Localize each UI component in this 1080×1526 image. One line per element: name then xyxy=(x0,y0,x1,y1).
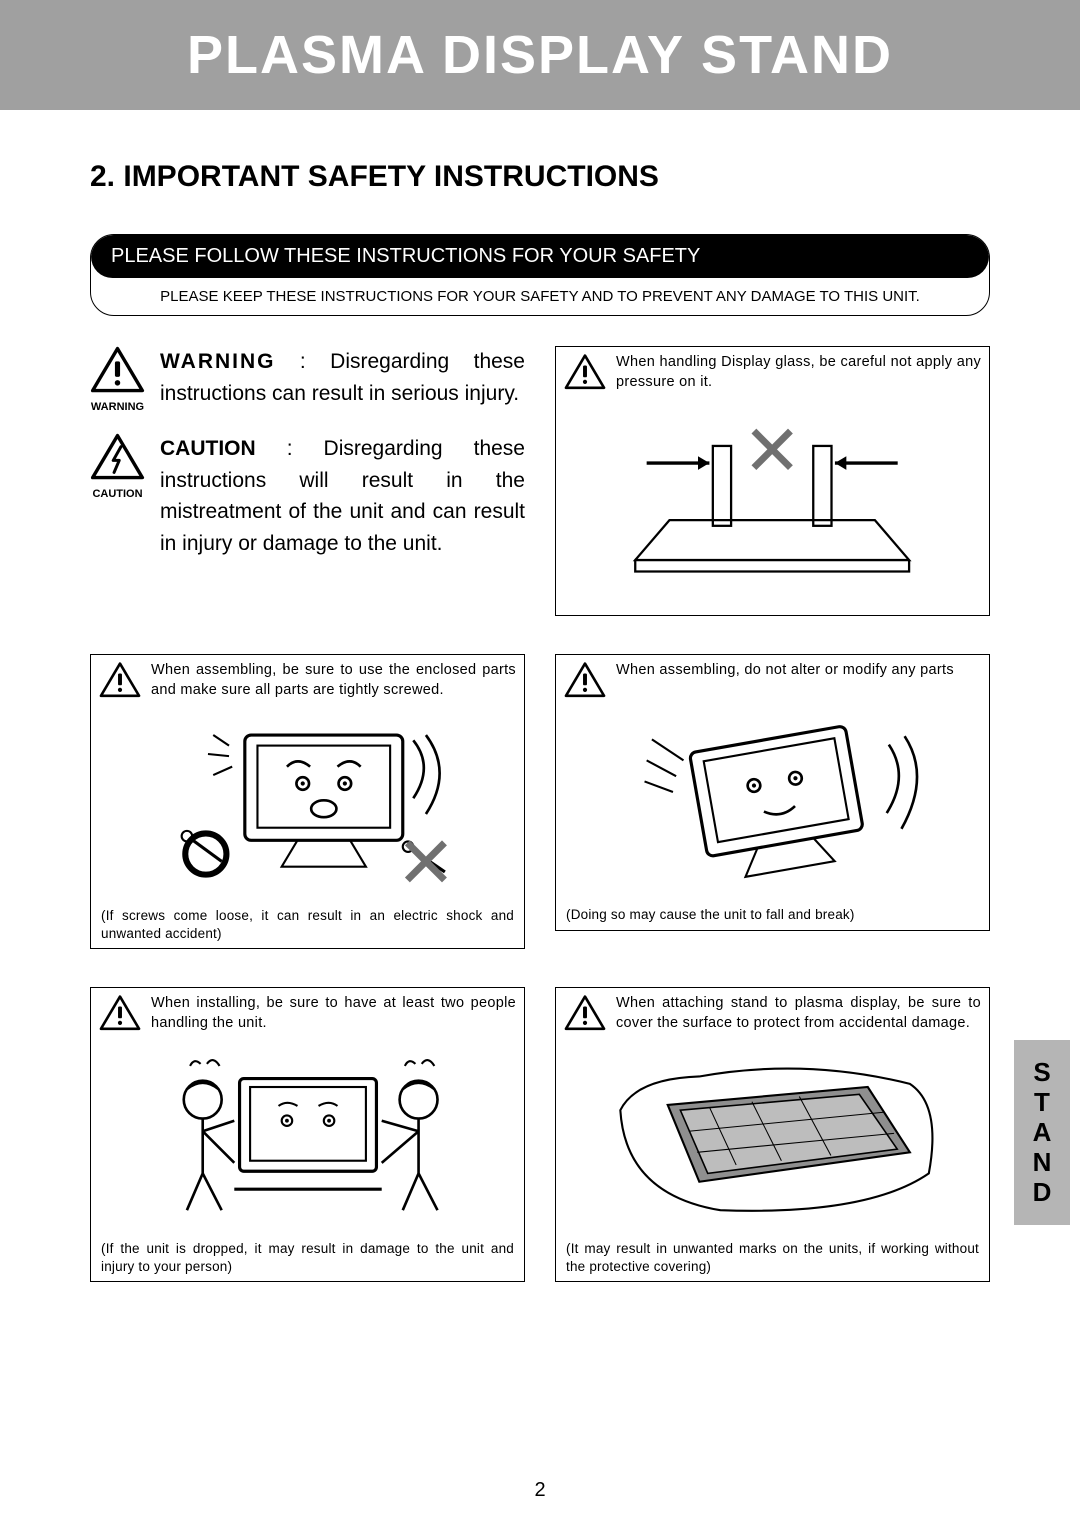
section-title: 2. IMPORTANT SAFETY INSTRUCTIONS xyxy=(90,160,990,194)
card-head: When handling Display glass, be careful … xyxy=(556,347,989,398)
definitions-column: WARNING WARNING : Disregarding these ins… xyxy=(90,346,525,634)
card-foot-text: (If screws come loose, it can result in … xyxy=(91,901,524,948)
card-dont-modify: When assembling, do not alter or modify … xyxy=(555,654,990,931)
caution-icon-label: CAUTION xyxy=(90,488,145,500)
card-two-people: When installing, be sure to have at leas… xyxy=(90,987,525,1282)
card-c1-column: When handling Display glass, be careful … xyxy=(555,346,990,634)
card-foot-text: (It may result in unwanted marks on the … xyxy=(556,1234,989,1281)
definitions-row: WARNING WARNING : Disregarding these ins… xyxy=(90,346,990,634)
card-foot-text: (If the unit is dropped, it may result i… xyxy=(91,1234,524,1281)
screwed-tv-illustration xyxy=(129,714,487,893)
page-header: PLASMA DISPLAY STAND xyxy=(0,0,1080,110)
side-tab-letter: D xyxy=(1014,1178,1070,1208)
falling-tv-illustration xyxy=(594,713,952,892)
side-tab-letter: N xyxy=(1014,1148,1070,1178)
side-tab-letter: S xyxy=(1014,1058,1070,1088)
warning-definition: WARNING WARNING : Disregarding these ins… xyxy=(90,346,525,413)
cards-row-3: When installing, be sure to have at leas… xyxy=(90,987,990,1300)
warning-triangle-icon xyxy=(99,661,141,699)
card-enclosed-parts: When assembling, be sure to use the encl… xyxy=(90,654,525,949)
caution-definition: CAUTION CAUTION : Disregarding these ins… xyxy=(90,433,525,559)
warning-text: WARNING : Disregarding these instruction… xyxy=(160,346,525,413)
card-head-text: When assembling, do not alter or modify … xyxy=(616,661,954,681)
side-tab-letter: T xyxy=(1014,1088,1070,1118)
card-cover-surface: When attaching stand to plasma display, … xyxy=(555,987,990,1282)
side-tab-stand: S T A N D xyxy=(1014,1040,1070,1225)
warning-triangle-icon xyxy=(564,661,606,699)
page-number: 2 xyxy=(0,1479,1080,1502)
stand-glass-illustration xyxy=(601,406,943,600)
warning-triangle-icon xyxy=(564,994,606,1032)
side-tab-letter: A xyxy=(1014,1118,1070,1148)
warning-triangle-icon xyxy=(99,994,141,1032)
card-head-text: When installing, be sure to have at leas… xyxy=(151,994,516,1033)
warning-icon: WARNING xyxy=(90,346,145,413)
warning-triangle-icon xyxy=(564,353,606,391)
card-illustration xyxy=(556,705,989,900)
cards-row-2: When assembling, be sure to use the encl… xyxy=(90,654,990,967)
caution-text: CAUTION : Disregarding these instruction… xyxy=(160,433,525,559)
two-people-illustration xyxy=(129,1047,487,1226)
card-head-text: When assembling, be sure to use the encl… xyxy=(151,661,516,700)
protective-cover-illustration xyxy=(594,1047,952,1226)
pill-header: PLEASE FOLLOW THESE INSTRUCTIONS FOR YOU… xyxy=(91,235,989,278)
caution-icon: CAUTION xyxy=(90,433,145,559)
card-head-text: When attaching stand to plasma display, … xyxy=(616,994,981,1033)
warning-icon-label: WARNING xyxy=(90,401,145,413)
safety-pill-box: PLEASE FOLLOW THESE INSTRUCTIONS FOR YOU… xyxy=(90,234,990,316)
card-illustration xyxy=(556,1039,989,1234)
page-title: PLASMA DISPLAY STAND xyxy=(187,24,893,86)
card-illustration xyxy=(91,706,524,901)
card-foot-text: (Doing so may cause the unit to fall and… xyxy=(556,900,989,930)
card-glass-pressure: When handling Display glass, be careful … xyxy=(555,346,990,616)
card-head-text: When handling Display glass, be careful … xyxy=(616,353,981,392)
content-area: 2. IMPORTANT SAFETY INSTRUCTIONS PLEASE … xyxy=(0,110,1080,1300)
card-illustration xyxy=(91,1039,524,1234)
pill-subtext: PLEASE KEEP THESE INSTRUCTIONS FOR YOUR … xyxy=(91,278,989,315)
card-illustration xyxy=(556,398,989,608)
